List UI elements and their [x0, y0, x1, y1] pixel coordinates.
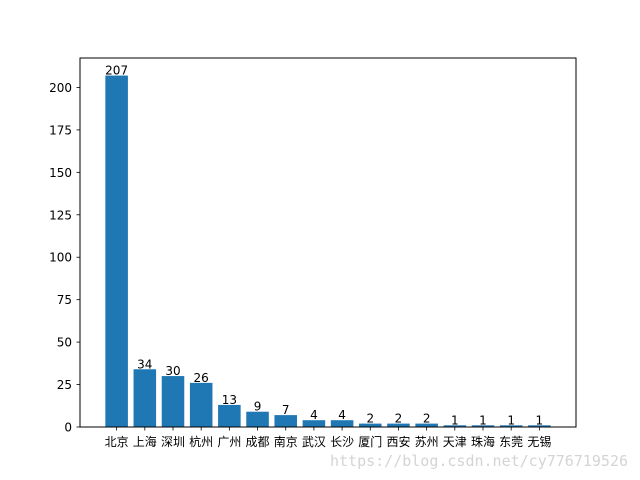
x-tick-label: 长沙 [330, 435, 354, 449]
bar-value-label: 13 [222, 393, 237, 407]
bar-3 [189, 382, 213, 427]
bar-value-label: 4 [338, 408, 346, 422]
bar-10 [387, 423, 410, 427]
bar-14 [499, 425, 523, 427]
bar-value-label: 30 [165, 364, 180, 378]
x-tick-label: 武汉 [302, 435, 326, 449]
x-tick-label: 上海 [133, 434, 157, 449]
x-tick-label: 珠海 [471, 434, 495, 449]
bar-11 [415, 423, 438, 427]
y-tick-label: 150 [49, 166, 72, 180]
bar-12 [443, 425, 467, 427]
bar-4 [218, 404, 241, 427]
watermark-text: https://blog.csdn.net/cy776719526 [330, 452, 628, 470]
x-tick-label: 杭州 [189, 434, 213, 449]
bar-value-label: 2 [423, 412, 431, 426]
y-tick-label: 75 [57, 293, 72, 307]
data-labels-layer: 207 34 30 26 13 9 7 4 4 2 2 2 1 1 1 1 [105, 64, 543, 428]
y-tick-label: 100 [49, 251, 72, 265]
bar-value-label: 9 [254, 400, 262, 414]
bar-0 [105, 75, 128, 428]
bar-7 [302, 420, 326, 427]
x-tick-label: 南京 [274, 434, 298, 449]
bars-layer [105, 75, 551, 428]
y-tick-label: 50 [57, 336, 72, 350]
bar-value-label: 26 [194, 371, 209, 385]
x-tick-label: 天津 [443, 435, 467, 449]
bar-value-label: 207 [105, 64, 128, 78]
plot-frame [79, 57, 577, 428]
x-tick-label: 深圳 [161, 435, 185, 449]
bar-value-label: 1 [507, 413, 515, 427]
x-tick-label: 西安 [386, 434, 410, 449]
y-tick-label: 175 [49, 123, 72, 137]
bar-9 [359, 423, 382, 427]
bar-value-label: 1 [479, 413, 487, 427]
y-tick-label: 125 [49, 208, 72, 222]
bar-1 [133, 369, 157, 427]
bar-2 [161, 376, 185, 427]
ticks-layer: 北京 上海 深圳 杭州 广州 成都 南京 武汉 长沙 厦门 西安 苏州 天津 珠海 东莞 无锡 0 25 50 75 1… [49, 81, 551, 449]
y-tick-label: 200 [49, 81, 72, 95]
x-tick-label: 成都 [246, 435, 270, 449]
bar-5 [246, 411, 269, 427]
bar-value-label: 2 [395, 412, 403, 426]
x-tick-label: 广州 [217, 435, 241, 449]
x-tick-label: 东莞 [499, 435, 523, 449]
bar-value-label: 1 [451, 413, 459, 427]
x-tick-label: 无锡 [527, 434, 551, 449]
x-tick-label: 厦门 [358, 434, 382, 449]
y-tick-label: 25 [57, 378, 72, 392]
bar-value-label: 4 [310, 408, 318, 422]
bar-6 [274, 415, 297, 427]
bar-15 [528, 425, 551, 427]
x-tick-label: 苏州 [415, 435, 439, 449]
bar-value-label: 2 [366, 412, 374, 426]
x-tick-label: 北京 [105, 435, 129, 449]
bar-value-label: 34 [137, 357, 152, 371]
bar-13 [471, 425, 495, 427]
y-tick-label: 0 [64, 421, 72, 435]
bar-8 [330, 420, 354, 427]
bar-value-label: 1 [536, 413, 544, 427]
bar-value-label: 7 [282, 403, 290, 417]
